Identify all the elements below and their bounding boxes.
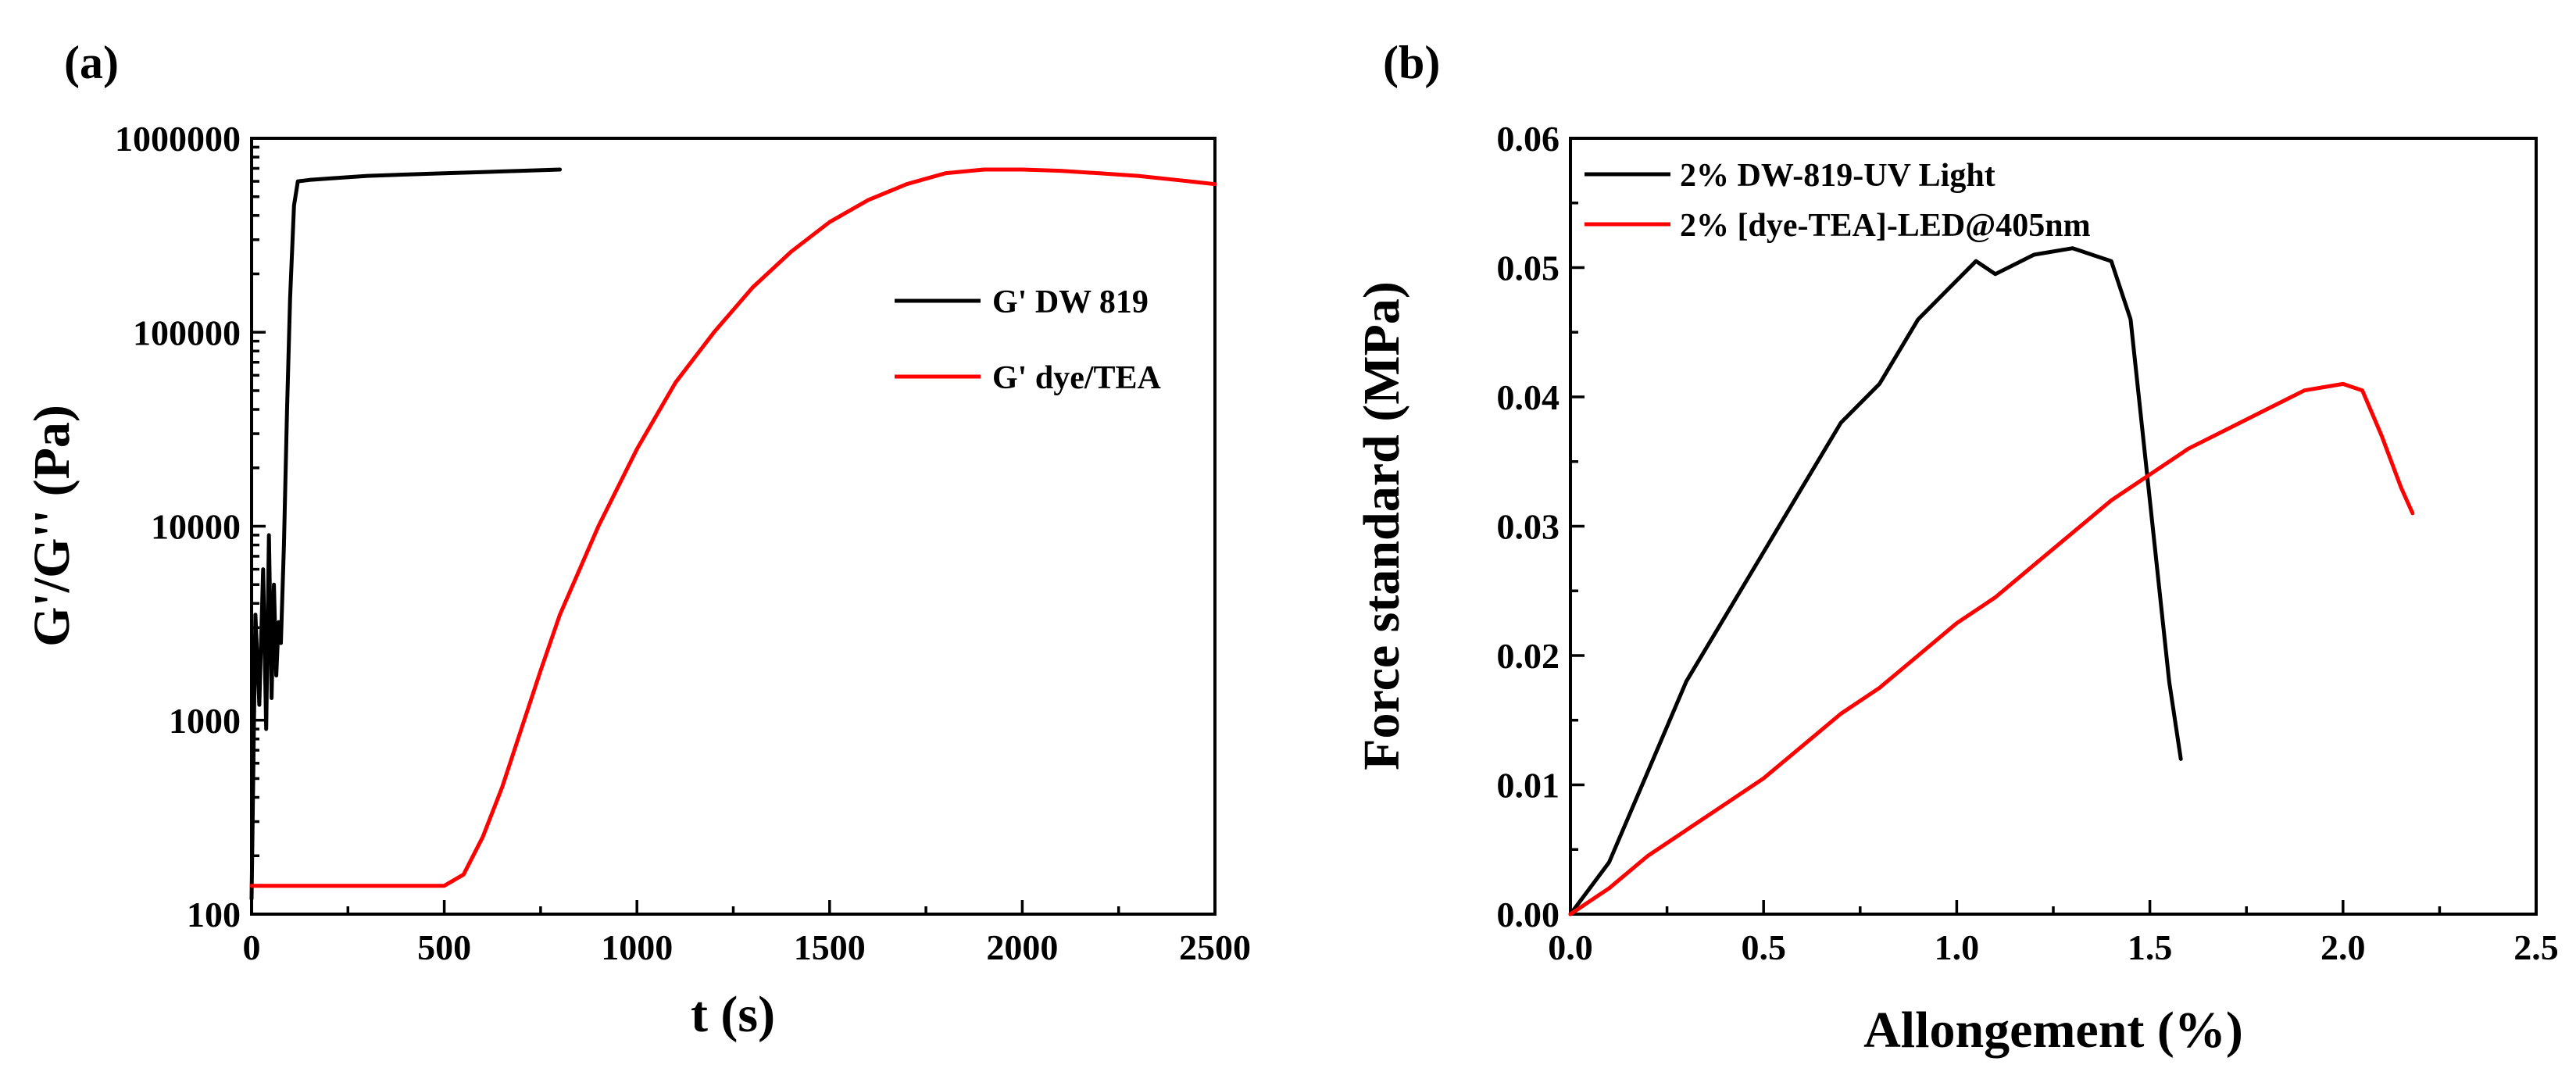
x-tick-label: 1.0 bbox=[1935, 927, 1980, 967]
x-axis-title-a: t (s) bbox=[691, 986, 775, 1043]
x-tick-label: 1.5 bbox=[2128, 927, 2173, 967]
plot-frame-a bbox=[250, 137, 1217, 916]
y-tick-label: 10000 bbox=[151, 507, 241, 547]
y-tick-label: 0.02 bbox=[1497, 636, 1560, 676]
plot-frame-b bbox=[1569, 137, 2538, 916]
legend-label-dye-tea-led: 2% [dye-TEA]-LED@405nm bbox=[1680, 208, 2091, 244]
y-tick-label: 0.05 bbox=[1497, 248, 1560, 288]
ticks-b: 0.0 0.5 1.0 1.5 2.0 2.5 0.00 0.01 0.02 0.03 0.04 0.… bbox=[1497, 119, 2559, 967]
y-axis-title-b: Force standard (MPa) bbox=[1353, 281, 1410, 770]
legend-label-dw819-uv: 2% DW-819-UV Light bbox=[1680, 158, 1995, 194]
x-tick-label: 1500 bbox=[794, 927, 866, 967]
series-group-b bbox=[1568, 246, 2415, 916]
series-line-b-2 bbox=[1568, 381, 2415, 916]
y-tick-label: 0.03 bbox=[1497, 507, 1560, 547]
y-tick-label: 100 bbox=[187, 895, 241, 934]
y-tick-label: 0.04 bbox=[1497, 377, 1560, 417]
x-tick-label: 2000 bbox=[986, 927, 1058, 967]
series-line-a-2 bbox=[249, 167, 1217, 888]
x-tick-label: 0.5 bbox=[1741, 927, 1786, 967]
chart-panel-b: (b) Allongement (%) Force standard (MPa)… bbox=[1353, 37, 2559, 1059]
y-tick-label: 1000 bbox=[169, 701, 241, 741]
y-tick-label: 100000 bbox=[133, 313, 241, 352]
y-tick-label: 0.06 bbox=[1497, 119, 1560, 159]
x-tick-label: 2.0 bbox=[2321, 927, 2366, 967]
legend-label-dw819: G' DW 819 bbox=[992, 284, 1149, 320]
y-tick-label: 1000000 bbox=[115, 119, 241, 159]
chart-panel-a: (a) t (s) G'/G'' (Pa) 0 500 1000 1500 2000 25… bbox=[23, 37, 1251, 1043]
panel-label-a: (a) bbox=[64, 37, 119, 88]
series-line-a-1 bbox=[249, 167, 563, 901]
x-tick-label: 1000 bbox=[601, 927, 673, 967]
x-tick-label: 2.5 bbox=[2513, 927, 2559, 967]
x-tick-label: 0.0 bbox=[1548, 927, 1593, 967]
x-axis-title-b: Allongement (%) bbox=[1863, 1002, 2243, 1059]
series-line-b-1 bbox=[1568, 246, 2183, 916]
legend-b: 2% DW-819-UV Light 2% [dye-TEA]-LED@405n… bbox=[1585, 158, 2091, 244]
y-tick-label: 0.00 bbox=[1497, 895, 1560, 934]
ticks-a: 0 500 1000 1500 2000 2500 100 1000 10000 100000 10… bbox=[115, 119, 1251, 967]
x-tick-label: 2500 bbox=[1179, 927, 1251, 967]
series-group-a bbox=[249, 167, 1217, 901]
panel-label-b: (b) bbox=[1383, 37, 1440, 88]
legend-label-dye-tea: G' dye/TEA bbox=[992, 360, 1162, 396]
x-tick-label: 0 bbox=[243, 927, 261, 967]
legend-a: G' DW 819 G' dye/TEA bbox=[895, 284, 1162, 396]
y-axis-title-a: G'/G'' (Pa) bbox=[23, 405, 80, 647]
x-tick-label: 500 bbox=[417, 927, 471, 967]
y-tick-label: 0.01 bbox=[1497, 766, 1560, 806]
